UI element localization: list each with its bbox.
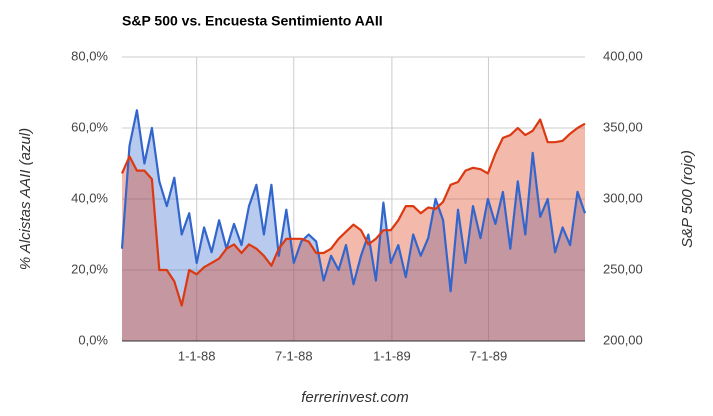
y-tick-label: 40,0% <box>71 190 108 205</box>
y-axis-title: % Alcistas AAII (azul) <box>17 128 34 270</box>
y-tick-label: 20,0% <box>71 261 108 276</box>
x-tick-label: 7-1-89 <box>470 348 508 363</box>
area <box>122 110 585 341</box>
y2-tick-label: 350,00 <box>603 119 643 134</box>
y2-tick-label: 250,00 <box>603 261 643 276</box>
y2-tick-label: 400,00 <box>603 48 643 63</box>
x-tick-label: 1-1-88 <box>178 348 216 363</box>
line <box>120 118 586 307</box>
y-tick-label: 80,0% <box>71 48 108 63</box>
x-tick-label: 7-1-88 <box>275 348 313 363</box>
y-tick-label: 60,0% <box>71 119 108 134</box>
y2-tick-label: 300,00 <box>603 190 643 205</box>
x-tick-label: 1-1-89 <box>373 348 411 363</box>
line <box>120 109 587 293</box>
y2-tick-label: 200,00 <box>603 332 643 347</box>
y-tick-label: 0,0% <box>78 332 108 347</box>
area <box>122 119 585 341</box>
y2-axis-title: S&P 500 (rojo) <box>679 150 696 248</box>
source: ferrerinvest.com <box>301 389 409 406</box>
chart-title: S&P 500 vs. Encuesta Sentimiento AAII <box>122 13 383 29</box>
